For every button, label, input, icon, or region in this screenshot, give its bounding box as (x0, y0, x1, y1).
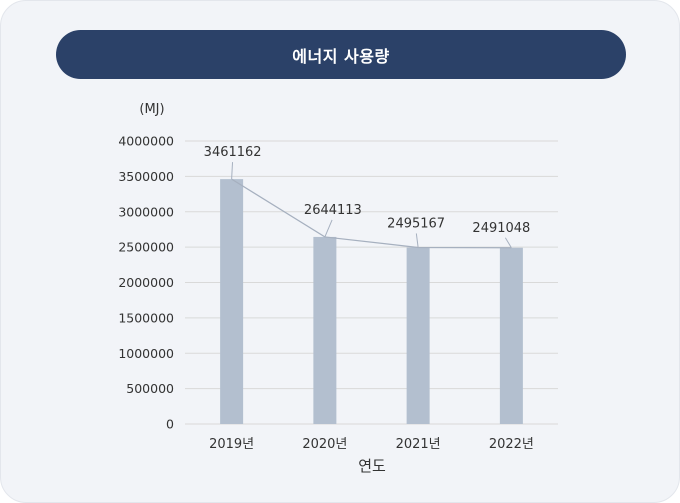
y-tick-label: 1000000 (118, 346, 174, 361)
grid-lines (185, 140, 558, 425)
connector-lines (231, 178, 512, 249)
label-leader-line (504, 237, 512, 249)
chart-title: 에너지 사용량 (292, 46, 390, 66)
bars (220, 179, 523, 424)
x-axis-ticks: 2019년 2020년 2021년 2022년 (209, 437, 534, 452)
y-tick-label: 0 (166, 417, 174, 432)
bar (499, 247, 523, 424)
y-tick-label: 4000000 (118, 134, 174, 149)
x-tick-label: 2019년 (209, 437, 254, 452)
data-labels: 3461162 2644113 2495167 2491048 (204, 145, 530, 249)
chart-title-banner: 에너지 사용량 (56, 30, 626, 79)
label-leader-line (324, 219, 333, 238)
data-label: 2644113 (304, 203, 362, 218)
data-label: 3461162 (204, 145, 262, 160)
bar (220, 179, 244, 424)
x-tick-label: 2020년 (302, 437, 347, 452)
y-tick-label: 2000000 (118, 275, 174, 290)
data-label: 2495167 (387, 216, 445, 231)
bar (406, 247, 430, 424)
y-axis-ticks: 0 500000 1000000 1500000 2000000 2500000 30000… (118, 134, 174, 432)
y-tick-label: 3500000 (118, 169, 174, 184)
series-line (231, 178, 512, 249)
y-tick-label: 2500000 (118, 240, 174, 255)
y-axis-label: (MJ) (139, 102, 164, 117)
x-tick-label: 2021년 (396, 437, 441, 452)
y-tick-label: 1500000 (118, 310, 174, 325)
x-tick-label: 2022년 (489, 437, 534, 452)
label-leader-line (415, 233, 419, 248)
y-tick-label: 500000 (126, 381, 174, 396)
y-tick-label: 3000000 (118, 204, 174, 219)
bar (313, 236, 337, 424)
label-leader-line (231, 162, 234, 180)
x-axis-label: 연도 (358, 457, 386, 475)
data-label: 2491048 (472, 221, 530, 236)
